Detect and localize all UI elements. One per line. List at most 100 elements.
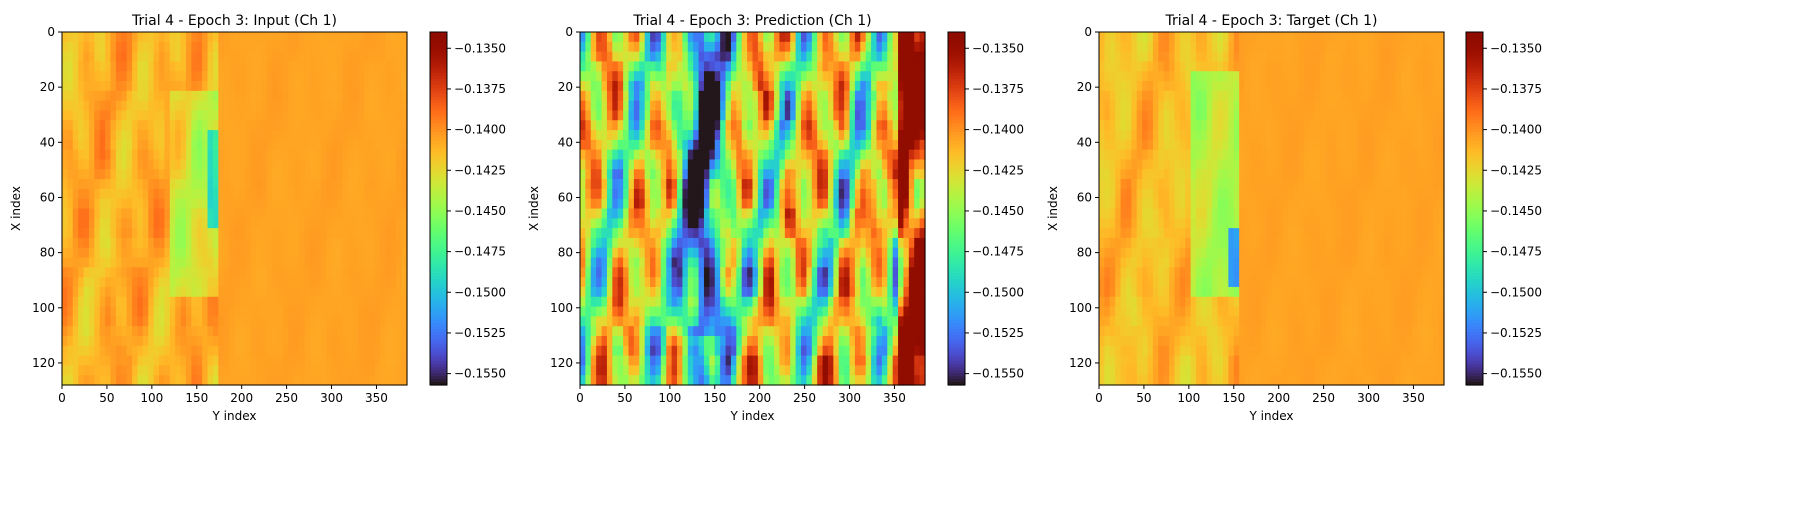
heatmap-cell [245,209,251,219]
heatmap-cell [903,307,909,317]
heatmap-cell [699,61,705,71]
heatmap-cell [796,130,802,140]
heatmap-cell [342,120,348,130]
x-tick-label: 100 [658,391,681,405]
heatmap-cell [380,287,386,297]
heatmap-cell [763,150,769,160]
heatmap-cell [682,101,688,111]
heatmap-cell [73,336,79,346]
heatmap-cell [898,307,904,317]
heatmap-cell [612,297,618,307]
heatmap-cell [607,209,613,219]
heatmap-cell [860,307,866,317]
heatmap-cell [175,91,181,101]
heatmap-cell [342,209,348,219]
heatmap-cell [89,287,95,297]
heatmap-cell [645,179,651,189]
heatmap-cell [240,81,246,91]
heatmap-cell [375,258,381,268]
heatmap-cell [89,277,95,287]
heatmap-cell [315,346,321,356]
heatmap-cell [812,228,818,238]
heatmap-cell [623,336,629,346]
heatmap-cell [121,258,127,268]
heatmap-cell [866,375,872,385]
heatmap-cell [385,199,391,209]
heatmap-cell [67,356,73,366]
heatmap-cell [688,61,694,71]
heatmap-cell [218,336,224,346]
heatmap-cell [342,258,348,268]
heatmap-cell [288,189,294,199]
heatmap-cell [855,326,861,336]
heatmap-cell [267,120,273,130]
heatmap-cell [715,81,721,91]
heatmap-cell [893,52,899,62]
heatmap-cell [78,307,84,317]
heatmap-cell [850,277,856,287]
heatmap-cell [769,287,775,297]
heatmap-cell [887,326,893,336]
heatmap-cell [78,228,84,238]
heatmap-cell [887,159,893,169]
heatmap-cell [850,209,856,219]
heatmap-cell [218,248,224,258]
heatmap-cell [148,179,154,189]
heatmap-cell [796,258,802,268]
heatmap-cell [866,91,872,101]
heatmap-cell [876,130,882,140]
heatmap-cell [699,140,705,150]
heatmap-cell [812,179,818,189]
heatmap-cell [903,287,909,297]
heatmap-cell [380,42,386,52]
heatmap-cell [375,101,381,111]
heatmap-cell [375,248,381,258]
heatmap-cell [623,228,629,238]
heatmap-cell [272,375,278,385]
heatmap-cell [655,130,661,140]
heatmap-cell [623,277,629,287]
heatmap-cell [602,32,608,42]
heatmap-cell [143,346,149,356]
heatmap-cell [914,101,920,111]
heatmap-cell [828,189,834,199]
heatmap-cell [105,42,111,52]
heatmap-cell [294,61,300,71]
heatmap-cell [801,238,807,248]
heatmap-cell [310,228,316,238]
heatmap-cell [677,218,683,228]
heatmap-cell [116,91,122,101]
heatmap-cell [742,71,748,81]
heatmap-cell [682,91,688,101]
heatmap-cell [677,297,683,307]
heatmap-cell [758,140,764,150]
heatmap-cell [817,61,823,71]
heatmap-cell [655,277,661,287]
heatmap-cell [585,159,591,169]
heatmap-cell [73,140,79,150]
heatmap-cell [294,258,300,268]
heatmap-cell [73,326,79,336]
heatmap-cell [699,71,705,81]
heatmap-cell [769,199,775,209]
heatmap-cell [186,81,192,91]
heatmap-cell [294,81,300,91]
heatmap-cell [715,297,721,307]
heatmap-cell [73,267,79,277]
heatmap-cell [164,52,170,62]
x-tick-label: 300 [838,391,861,405]
heatmap-cell [186,258,192,268]
heatmap-cell [164,71,170,81]
heatmap-cell [294,120,300,130]
heatmap-cell [639,159,645,169]
heatmap-cell [213,365,219,375]
heatmap-cell [218,120,224,130]
heatmap-cell [245,356,251,366]
heatmap-cell [288,297,294,307]
heatmap-cell [666,238,672,248]
heatmap-cell [753,287,759,297]
heatmap-cell [639,169,645,179]
heatmap-cell [736,375,742,385]
heatmap-cell [763,375,769,385]
heatmap-cell [299,32,305,42]
